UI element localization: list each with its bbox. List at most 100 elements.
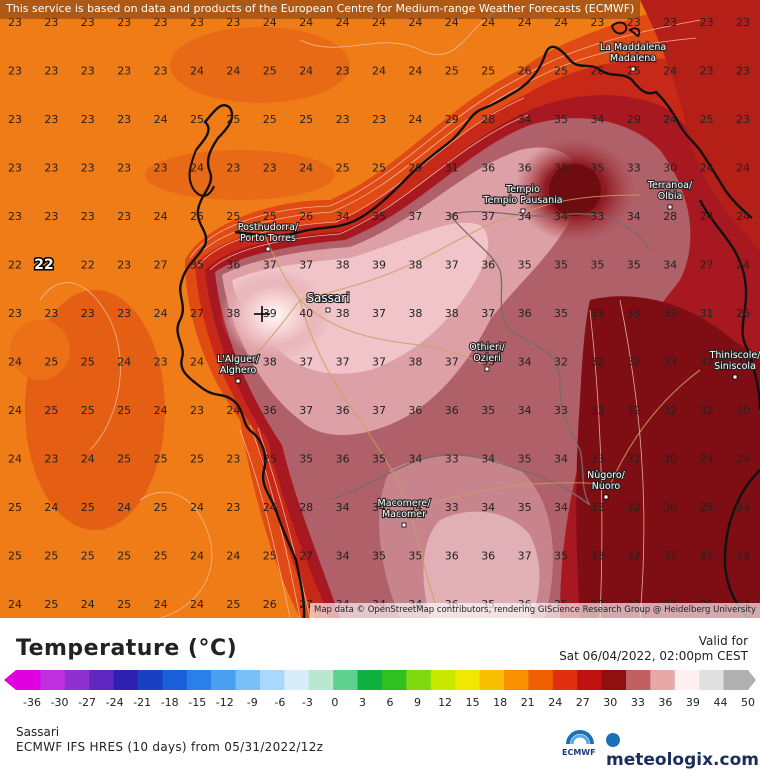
grid-value: 23 bbox=[154, 16, 168, 29]
grid-value: 33 bbox=[590, 210, 604, 223]
city-4[interactable]: Sassari bbox=[305, 290, 351, 313]
grid-value: 30 bbox=[736, 404, 750, 417]
grid-value: 26 bbox=[299, 210, 313, 223]
grid-value: 23 bbox=[226, 16, 240, 29]
grid-value: 37 bbox=[263, 259, 277, 272]
grid-value: 25 bbox=[226, 113, 240, 126]
meteologix-logo[interactable]: meteologix.com bbox=[606, 730, 760, 770]
grid-value: 24 bbox=[372, 16, 386, 29]
grid-value: 23 bbox=[154, 162, 168, 175]
grid-value: 35 bbox=[627, 259, 641, 272]
grid-value: 24 bbox=[299, 65, 313, 78]
city-marker-icon bbox=[265, 246, 271, 252]
grid-value: 38 bbox=[336, 259, 350, 272]
scale-tick-label: 12 bbox=[438, 696, 452, 709]
grid-value: 30 bbox=[663, 501, 677, 514]
grid-value: 24 bbox=[154, 210, 168, 223]
meteologix-brand: meteologix.com bbox=[606, 750, 759, 770]
city-marker-icon bbox=[401, 522, 407, 528]
city-8[interactable]: Nùgoro/Nuoro bbox=[586, 469, 627, 500]
grid-value: 23 bbox=[590, 16, 604, 29]
city-7[interactable]: Thiniscole/Siniscola bbox=[708, 349, 760, 380]
scale-swatch bbox=[162, 670, 188, 690]
grid-value: 36 bbox=[481, 162, 495, 175]
grid-value: 24 bbox=[190, 598, 204, 611]
temperature-grid: 23 23 23 23 23 23 23 24 24 24 24 24 24 24 24 24 23 23 23 23… bbox=[8, 16, 750, 611]
grid-value: 27 bbox=[700, 259, 714, 272]
temperature-map[interactable]: 23 23 23 23 23 23 23 24 24 24 24 24 24 24 24 24 23 23 23 23… bbox=[0, 0, 760, 618]
grid-value: 27 bbox=[154, 259, 168, 272]
grid-value: 37 bbox=[299, 356, 313, 369]
grid-value: 24 bbox=[154, 598, 168, 611]
grid-value: 25 bbox=[117, 550, 131, 563]
grid-value: 29 bbox=[408, 162, 422, 175]
grid-value: 25 bbox=[372, 162, 386, 175]
grid-value: 24 bbox=[736, 162, 750, 175]
grid-value: 33 bbox=[663, 307, 677, 320]
grid-value: 23 bbox=[336, 113, 350, 126]
scale-tick-label: 30 bbox=[603, 696, 617, 709]
grid-value: 38 bbox=[263, 356, 277, 369]
island-asinara bbox=[188, 149, 215, 197]
grid-value: 23 bbox=[117, 113, 131, 126]
grid-value: 29 bbox=[445, 113, 459, 126]
scale-tick-label: -30 bbox=[51, 696, 69, 709]
scale-tick-label: 21 bbox=[521, 696, 535, 709]
grid-value: 25 bbox=[117, 404, 131, 417]
scale-tick-label: 24 bbox=[548, 696, 562, 709]
dark-cell-core bbox=[549, 164, 601, 216]
scale-swatch bbox=[626, 670, 651, 690]
grid-value: 25 bbox=[700, 550, 714, 563]
grid-value: 24 bbox=[117, 356, 131, 369]
city-name: Macomere/ bbox=[378, 498, 432, 509]
scale-max-arrow-icon bbox=[748, 670, 756, 690]
scale-swatch bbox=[479, 670, 505, 690]
grid-value: 37 bbox=[336, 356, 350, 369]
grid-value: 34 bbox=[627, 210, 641, 223]
grid-value: 23 bbox=[8, 113, 22, 126]
legend-title: Temperature (°C) bbox=[16, 636, 238, 661]
city-name: Nùgoro/ bbox=[587, 470, 625, 481]
grid-value: 36 bbox=[226, 259, 240, 272]
grid-value: 24 bbox=[154, 113, 168, 126]
grid-value: 23 bbox=[663, 16, 677, 29]
grid-value: 23 bbox=[117, 259, 131, 272]
grid-value: 35 bbox=[518, 453, 532, 466]
grid-value: 32 bbox=[700, 404, 714, 417]
grid-value: 31 bbox=[663, 550, 677, 563]
grid-value: 36 bbox=[445, 404, 459, 417]
grid-value: 24 bbox=[299, 16, 313, 29]
scale-min-arrow-icon bbox=[4, 670, 16, 690]
grid-value: 32 bbox=[627, 356, 641, 369]
city-3[interactable]: Posthudorra/Porto Torres bbox=[237, 221, 300, 252]
grid-value: 24 bbox=[700, 210, 714, 223]
grid-value: 23 bbox=[117, 16, 131, 29]
grid-value: 35 bbox=[554, 550, 568, 563]
coastline-west bbox=[176, 103, 306, 618]
grid-value: 24 bbox=[736, 210, 750, 223]
grid-value: 34 bbox=[336, 550, 350, 563]
map-attribution[interactable]: Map data © OpenStreetMap contributors, r… bbox=[310, 603, 760, 618]
grid-value: 25 bbox=[44, 550, 58, 563]
grid-value: 25 bbox=[81, 501, 95, 514]
city-6[interactable]: Othieri/Ozieri bbox=[468, 341, 507, 372]
grid-value: 34 bbox=[372, 501, 386, 514]
grid-value: 32 bbox=[627, 453, 641, 466]
svg-text:22: 22 bbox=[34, 257, 53, 273]
city-subname: Alghero bbox=[220, 365, 257, 376]
grid-value: 22 bbox=[81, 259, 95, 272]
city-5[interactable]: L'Alguer/Alghero bbox=[216, 353, 261, 384]
scale-swatch bbox=[186, 670, 212, 690]
city-marker-icon bbox=[484, 366, 490, 372]
grid-value: 35 bbox=[372, 550, 386, 563]
grid-value: 25 bbox=[226, 210, 240, 223]
grid-value: 23 bbox=[154, 356, 168, 369]
scale-tick-label: -9 bbox=[247, 696, 258, 709]
grid-value: 32 bbox=[627, 501, 641, 514]
grid-value: 23 bbox=[226, 162, 240, 175]
grid-value: 34 bbox=[590, 113, 604, 126]
city-9[interactable]: Macomere/Macomer bbox=[376, 497, 432, 528]
city-2[interactable]: Terranoa/Olbia bbox=[646, 179, 694, 210]
